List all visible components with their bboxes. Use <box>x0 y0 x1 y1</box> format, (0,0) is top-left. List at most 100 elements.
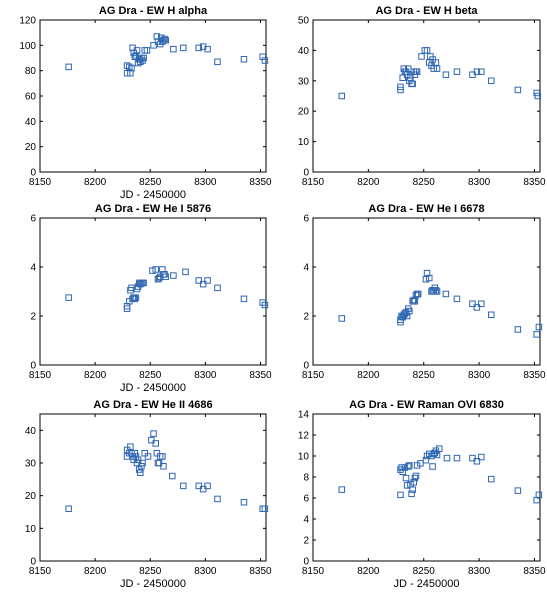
plot-frame <box>312 19 541 173</box>
y-tick-label: 0 <box>303 168 309 179</box>
data-point <box>131 295 139 303</box>
data-point <box>403 482 411 489</box>
data-point <box>137 280 144 288</box>
data-point <box>240 498 248 506</box>
data-point <box>410 479 418 486</box>
chart-panel-1: AG Dra - EW H alpha 8150 8200 8250 8300 8350 0… <box>19 5 272 201</box>
x-tick-label: 8150 <box>29 566 52 577</box>
data-point <box>338 315 346 322</box>
x-axis-label: JD - 2450000 <box>393 578 459 590</box>
data-point <box>152 440 160 447</box>
y-tick-label: 6 <box>30 214 36 225</box>
data-point <box>132 294 140 301</box>
y-tick-label: 0 <box>30 557 36 568</box>
chart-title: AG Dra - EW He II 4686 <box>93 399 212 411</box>
data-point <box>426 274 433 282</box>
y-tick-label: 20 <box>25 142 37 153</box>
plot-frame <box>312 217 541 366</box>
x-tick-label: 8250 <box>139 370 162 381</box>
data-point <box>127 443 134 450</box>
data-point <box>160 463 167 470</box>
data-point <box>138 463 145 470</box>
x-tick-label: 8250 <box>139 566 162 577</box>
data-point <box>473 68 481 75</box>
data-point <box>453 454 461 462</box>
chart-title: AG Dra - EW H beta <box>375 5 478 17</box>
plot-frame <box>39 413 267 562</box>
data-point <box>432 287 440 294</box>
data-point <box>478 453 485 461</box>
data-point <box>140 54 147 62</box>
data-point <box>423 269 431 277</box>
data-point <box>240 295 248 303</box>
x-tick-label: 8350 <box>249 566 272 577</box>
y-tick-label: 20 <box>25 491 37 502</box>
y-tick-label: 80 <box>25 66 37 77</box>
x-tick-label: 8300 <box>468 566 491 577</box>
data-point <box>423 47 431 54</box>
y-tick-label: 40 <box>298 46 310 57</box>
y-tick-label: 60 <box>25 92 37 103</box>
data-point <box>409 80 416 88</box>
chart-panel-2: AG Dra - EW H beta 8150 8200 8250 8300 8350 0 1… <box>298 5 546 188</box>
data-point <box>123 69 131 77</box>
y-tick-label: 12 <box>298 431 310 442</box>
data-point <box>195 482 203 490</box>
data-point <box>130 456 137 463</box>
data-point <box>139 459 146 467</box>
data-point <box>535 491 543 499</box>
data-point <box>180 44 187 52</box>
data-point <box>195 277 203 284</box>
data-point <box>129 453 136 460</box>
x-tick-label: 8150 <box>302 370 325 381</box>
x-tick-label: 8200 <box>357 566 380 577</box>
data-point <box>150 430 157 437</box>
data-point <box>148 436 155 444</box>
data-point <box>152 266 160 273</box>
chart-title: AG Dra - EW He I 6678 <box>368 203 484 215</box>
data-point <box>433 65 441 72</box>
x-tick-label: 8300 <box>194 177 217 188</box>
data-point <box>535 323 543 331</box>
chart-panel-4: AG Dra - EW He I 6678 8150 8200 8250 8300 835… <box>302 203 546 381</box>
plot-frame <box>39 217 267 366</box>
y-tick-label: 4 <box>30 263 36 274</box>
y-tick-label: 6 <box>303 494 309 505</box>
data-point <box>411 474 419 482</box>
x-tick-label: 8250 <box>139 177 162 188</box>
chart-panel-3: AG Dra - EW He I 5876 8150 8200 8250 8300 835… <box>29 203 272 394</box>
data-point <box>182 268 189 276</box>
x-tick-label: 8150 <box>29 177 52 188</box>
x-tick-label: 8350 <box>249 370 272 381</box>
data-point <box>422 276 430 283</box>
data-point <box>422 456 430 464</box>
data-point <box>195 44 203 52</box>
data-point <box>469 300 476 307</box>
data-point <box>204 277 211 284</box>
x-tick-label: 8150 <box>302 177 325 188</box>
data-point <box>442 71 450 78</box>
data-point <box>473 458 481 465</box>
data-point <box>135 466 143 473</box>
y-tick-label: 100 <box>19 41 36 52</box>
data-point <box>126 63 133 71</box>
y-tick-label: 2 <box>30 312 36 323</box>
data-point <box>134 456 142 463</box>
data-point <box>144 453 152 460</box>
data-point <box>397 491 404 499</box>
y-tick-label: 10 <box>25 524 37 535</box>
data-point <box>128 64 135 72</box>
data-point <box>240 56 248 63</box>
x-tick-label: 8350 <box>249 177 272 188</box>
chart-title: AG Dra - EW He I 5876 <box>95 203 211 215</box>
data-point <box>141 449 148 457</box>
data-point <box>418 53 425 60</box>
data-point <box>338 92 346 100</box>
chart-panel-5: AG Dra - EW He II 4686 8150 8200 8250 8300 83… <box>25 399 272 590</box>
data-point <box>128 449 135 457</box>
x-tick-label: 8300 <box>194 566 217 577</box>
data-point <box>431 449 439 457</box>
data-point <box>214 58 221 66</box>
y-tick-label: 20 <box>298 107 310 118</box>
data-point <box>133 47 141 54</box>
